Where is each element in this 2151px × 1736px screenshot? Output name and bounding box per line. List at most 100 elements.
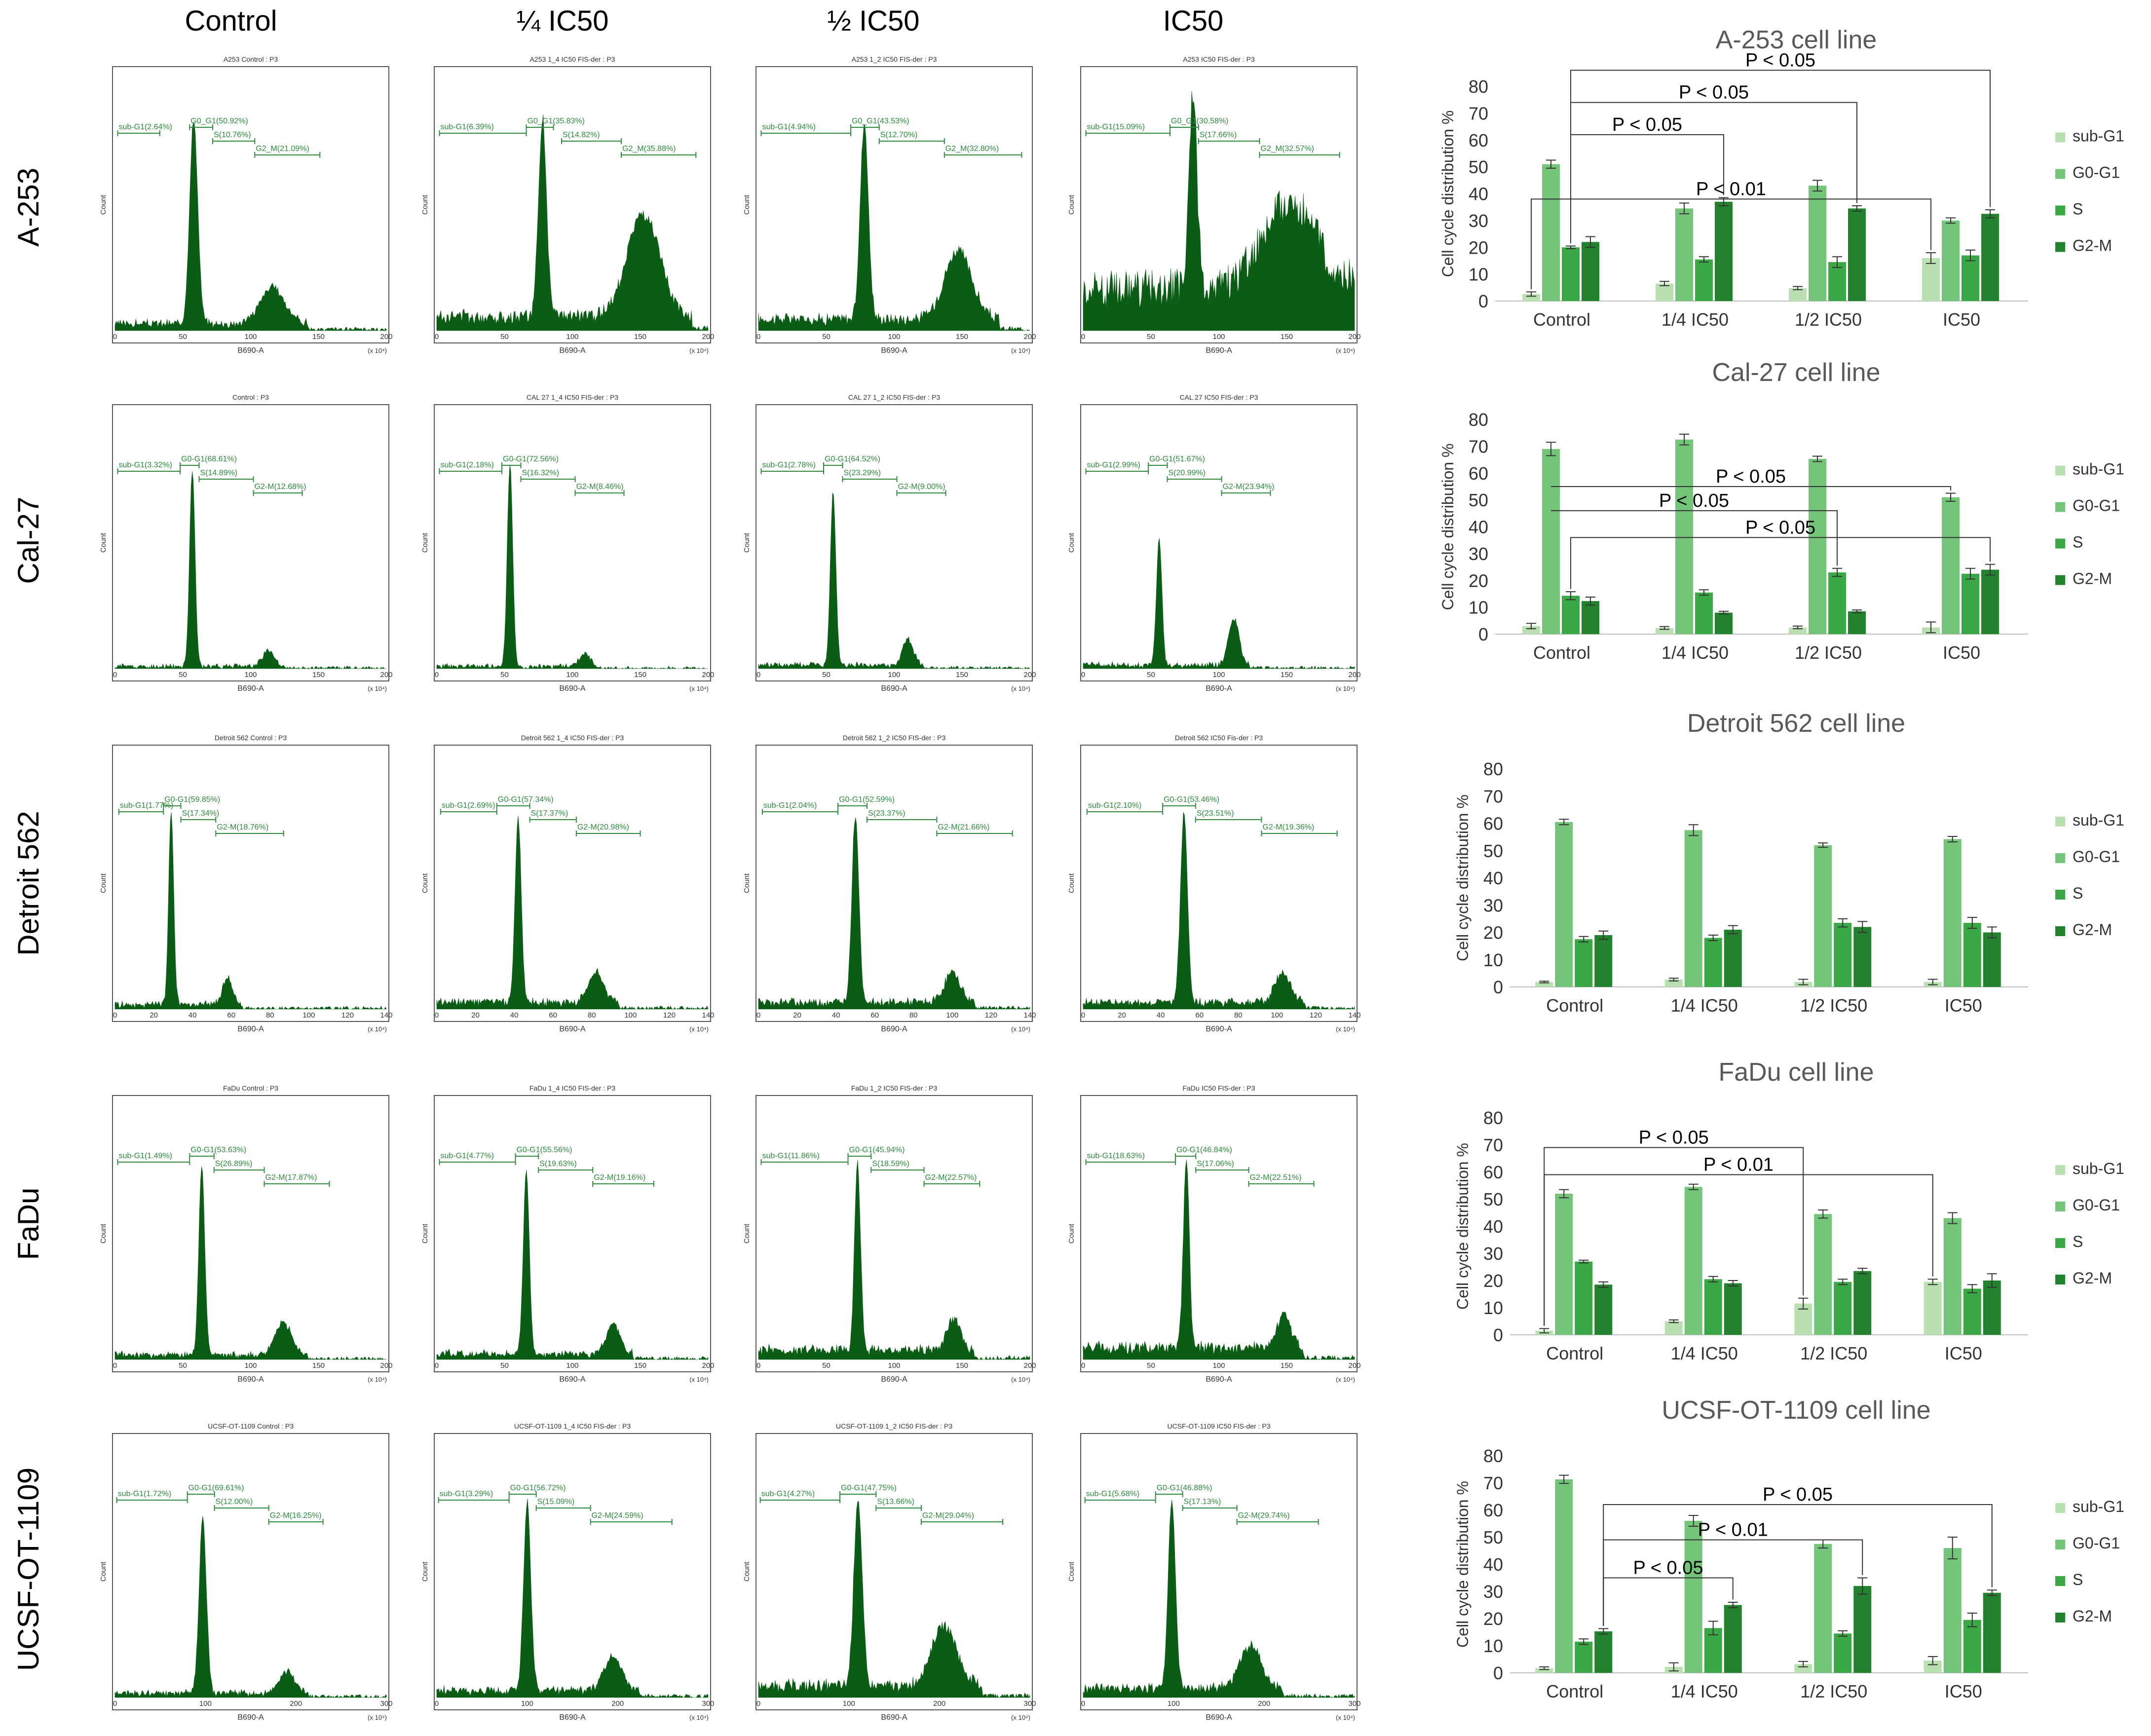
x-tick-label: 200 (1348, 333, 1360, 341)
gate-label: G0-G1(55.56%) (517, 1146, 572, 1154)
gate: sub-G1(2.10%) (1086, 801, 1164, 815)
bar (1834, 1282, 1852, 1335)
bar (1535, 1668, 1553, 1673)
gate: S(14.89%) (198, 469, 254, 482)
x-axis-label: B690-A (559, 1375, 586, 1384)
y-axis-label: Count (1067, 873, 1076, 893)
category-label: 1/4 IC50 (1661, 642, 1729, 663)
gate: G0_G1(43.53%) (850, 117, 909, 130)
gate-label: S(10.76%) (214, 131, 251, 139)
x-tick-label: 80 (909, 1011, 918, 1019)
gate-label: sub-G1(2.10%) (1088, 801, 1142, 810)
y-tick-label: 30 (1483, 1244, 1503, 1264)
gate: G0-G1(59.85%) (163, 795, 220, 809)
gate: G2_M(35.88%) (621, 145, 697, 158)
gate-label: G0-G1(46.84%) (1176, 1146, 1232, 1154)
gate-label: G0-G1(53.46%) (1164, 795, 1219, 804)
gate-label: sub-G1(2.64%) (119, 123, 173, 131)
histogram-title: A253 IC50 FIS-der : P3 (1183, 55, 1255, 63)
gate: S(10.76%) (212, 131, 256, 144)
gate-label: G2-M(19.16%) (594, 1173, 645, 1182)
histogram-title: CAL 27 1_4 IC50 FIS-der : P3 (527, 393, 618, 401)
bar (1814, 1544, 1832, 1673)
legend-label: sub-G1 (2073, 127, 2124, 145)
gate-label: sub-G1(2.99%) (1087, 461, 1141, 469)
y-tick-label: 80 (1483, 1446, 1503, 1466)
histogram-area (1083, 812, 1355, 1010)
bar (1943, 839, 1962, 987)
gate-label: sub-G1(18.63%) (1087, 1152, 1145, 1160)
bar (1684, 830, 1702, 987)
y-tick-label: 10 (1469, 598, 1488, 618)
x-axis-label: B690-A (559, 1713, 586, 1722)
gate-label: G0_G1(30.58%) (1171, 117, 1229, 125)
x-tick-label: 150 (1281, 333, 1293, 341)
x-tick-label: 200 (1258, 1699, 1270, 1708)
gate-label: G2-M(12.68%) (255, 483, 306, 491)
gate-label: G0-G1(56.72%) (510, 1484, 566, 1492)
x-tick-label: 60 (1195, 1011, 1204, 1019)
legend-label: sub-G1 (2073, 811, 2124, 829)
category-label: 1/4 IC50 (1671, 995, 1738, 1016)
y-tick-label: 70 (1469, 436, 1488, 456)
x-tick-label: 20 (150, 1011, 158, 1019)
histogram-title: Detroit 562 Control : P3 (215, 734, 287, 742)
gate: sub-G1(4.27%) (759, 1490, 840, 1503)
x-tick-label: 200 (1023, 1361, 1036, 1370)
x-tick-label: 50 (179, 333, 187, 341)
x-tick-label: 100 (566, 671, 578, 679)
x-tick-label: 50 (500, 671, 509, 679)
y-axis-label: Count (99, 532, 108, 553)
x-axis-label: B690-A (1206, 1713, 1232, 1722)
legend-label: S (2073, 1233, 2083, 1250)
gate: S(23.29%) (842, 469, 898, 482)
y-tick-label: 70 (1483, 1135, 1503, 1155)
histogram-frame (755, 1433, 1033, 1710)
bar (1983, 932, 2001, 987)
gate: G2-M(22.57%) (923, 1173, 981, 1187)
y-tick-label: 30 (1469, 211, 1488, 231)
y-axis-label: Count (99, 1223, 108, 1244)
x-tick-label: 50 (1147, 1361, 1155, 1370)
gate-label: S(20.99%) (1169, 469, 1206, 477)
x-tick-label: 50 (179, 1361, 187, 1370)
bar (1675, 439, 1693, 634)
significance-bracket (1544, 1174, 1933, 1326)
x-tick-label: 200 (1348, 1361, 1360, 1370)
gate-label: G0-G1(51.67%) (1149, 455, 1205, 463)
legend-label: G2-M (2073, 570, 2112, 588)
x-tick-label: 50 (822, 1361, 830, 1370)
histogram-frame (1080, 404, 1358, 681)
y-axis-label: Cell cycle distribution % (1454, 1481, 1472, 1648)
histogram-panel: Detroit 562 1_2 IC50 FIS-der : P3 sub-G1(… (743, 734, 1036, 1033)
y-axis-label: Count (1067, 1561, 1076, 1582)
y-axis-label: Count (99, 1561, 108, 1582)
gate: sub-G1(1.77%) (118, 801, 173, 815)
bar (1724, 1605, 1742, 1673)
y-tick-label: 60 (1483, 1162, 1503, 1182)
scale-note: (x 10⁴) (689, 1025, 709, 1033)
gate-label: S(15.09%) (537, 1498, 575, 1506)
gate: sub-G1(3.29%) (438, 1490, 510, 1503)
histogram-frame (755, 404, 1033, 681)
x-tick-label: 300 (702, 1699, 714, 1708)
gate: S(17.34%) (180, 809, 219, 823)
x-axis-label: B690-A (881, 346, 907, 355)
x-axis-label: B690-A (559, 346, 586, 355)
gate-label: sub-G1(3.32%) (119, 461, 173, 469)
x-tick-label: 150 (956, 333, 968, 341)
category-label: IC50 (1943, 309, 1980, 330)
gate: G0_G1(30.58%) (1170, 117, 1229, 130)
y-tick-label: 30 (1469, 544, 1488, 564)
gate-label: G2-M(29.04%) (922, 1511, 974, 1520)
gate: G2_M(21.09%) (254, 145, 321, 158)
bar (1695, 592, 1713, 634)
gate-label: sub-G1(15.09%) (1087, 123, 1145, 131)
x-axis-label: B690-A (237, 346, 264, 355)
y-tick-label: 40 (1483, 1216, 1503, 1237)
histogram-title: FaDu 1_2 IC50 FIS-der : P3 (851, 1084, 938, 1092)
x-tick-label: 0 (113, 671, 117, 679)
gate: S(12.70%) (878, 131, 945, 144)
bar (1656, 283, 1673, 301)
histogram-panel: Detroit 562 IC50 Fis-der : P3 sub-G1(2.10… (1067, 734, 1361, 1033)
